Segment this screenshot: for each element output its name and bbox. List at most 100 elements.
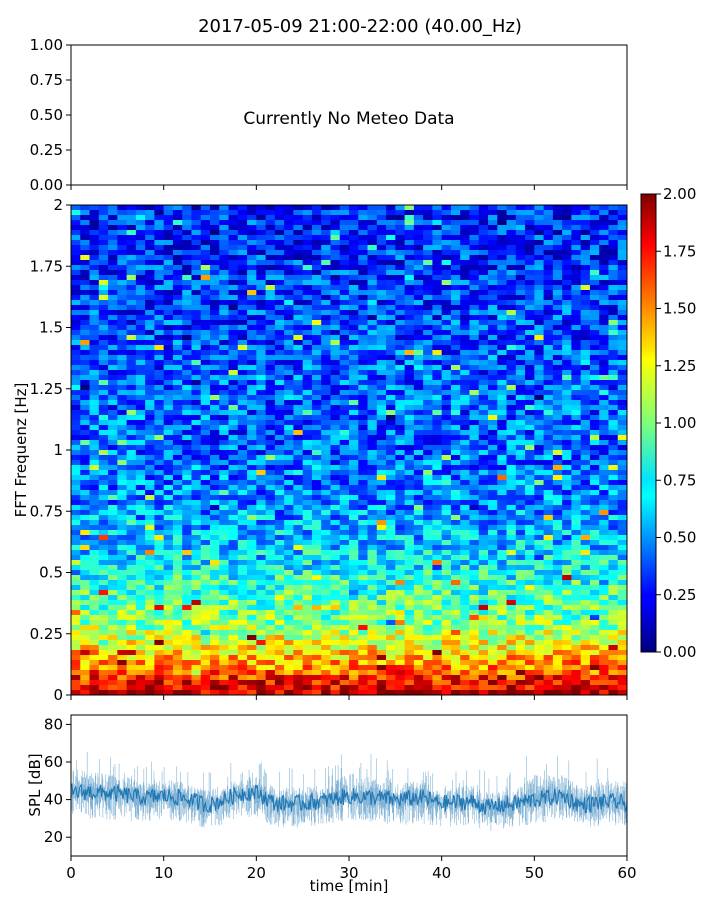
spectrogram-cell <box>589 310 600 316</box>
spectrogram-cell <box>172 415 183 421</box>
spectrogram-cell <box>293 485 304 491</box>
spectrogram-cell <box>80 470 90 476</box>
spectrogram-cell <box>432 380 443 386</box>
spectrogram-cell <box>163 445 174 451</box>
spectrogram-cell <box>367 255 378 261</box>
spectrogram-cell <box>265 420 276 426</box>
spectrogram-cell <box>488 295 498 301</box>
spectrogram-cell <box>552 310 563 316</box>
spectrogram-cell <box>358 605 368 611</box>
spectrogram-cell <box>617 585 628 591</box>
spectrogram-cell <box>330 595 341 601</box>
spectrogram-cell <box>200 215 211 221</box>
spectrogram-cell <box>117 405 127 411</box>
spectrogram-cell <box>293 590 304 596</box>
spectrogram-cell <box>145 530 155 536</box>
spectrogram-cell <box>135 245 146 251</box>
spectrogram-cell <box>256 395 266 401</box>
spectrogram-cell <box>460 575 470 581</box>
spectrogram-cell <box>135 515 146 521</box>
spectrogram-cell <box>580 505 591 511</box>
spectrogram-cell <box>534 310 544 316</box>
spectrogram-cell <box>191 555 202 561</box>
spectrogram-cell <box>321 460 331 466</box>
spectrogram-cell <box>126 365 137 371</box>
spectrogram-cell <box>135 430 146 436</box>
spectrogram-cell <box>210 455 220 461</box>
spectrogram-cell <box>525 210 535 216</box>
spectrogram-cell <box>617 260 628 266</box>
spectrogram-cell <box>219 535 229 541</box>
spectrogram-cell <box>497 525 507 531</box>
spectrogram-cell <box>441 260 452 266</box>
spectrogram-cell <box>265 335 276 341</box>
spectrogram-cell <box>80 455 90 461</box>
spectrogram-cell <box>126 595 137 601</box>
spectrogram-cell <box>543 570 554 576</box>
spectrogram-cell <box>126 245 137 251</box>
spectrogram-cell <box>450 310 461 316</box>
spectrogram-cell <box>441 550 452 556</box>
spectrogram-cell <box>441 275 452 281</box>
spectrogram-cell <box>423 330 433 336</box>
spectrogram-cell <box>589 425 600 431</box>
spectrogram-cell <box>163 520 174 526</box>
spectrogram-cell <box>182 430 192 436</box>
spectrogram-cell <box>441 220 452 226</box>
spectrogram-cell <box>386 515 396 521</box>
spectrogram-cell <box>543 435 554 441</box>
spectrogram-cell <box>265 575 276 581</box>
spectrogram-cell <box>256 475 266 481</box>
spectrogram-cell <box>552 245 563 251</box>
spectrogram-cell <box>163 230 174 236</box>
spectrogram-cell <box>293 280 304 286</box>
spectrogram-cell <box>349 540 359 546</box>
spectrogram-cell <box>349 565 359 571</box>
spectrogram-cell <box>515 415 526 421</box>
spectrogram-cell <box>358 580 368 586</box>
spectrogram-cell <box>247 525 257 531</box>
meteo-y-tick-label: 1.00 <box>30 36 63 54</box>
spectrogram-cell <box>349 445 359 451</box>
spectrogram-cell <box>608 280 619 286</box>
spectrogram-cell <box>413 560 424 566</box>
spectrogram-cell <box>478 300 489 306</box>
spectrogram-cell <box>599 325 609 331</box>
spectrogram-cell <box>413 475 424 481</box>
spectrogram-cell <box>256 450 266 456</box>
spectrogram-cell <box>321 255 331 261</box>
spectrogram-cell <box>580 210 591 216</box>
spectrogram-cell <box>543 470 554 476</box>
spectrogram-cell <box>237 590 248 596</box>
spectrogram-cell <box>182 395 192 401</box>
spectrogram-cell <box>219 570 229 576</box>
spectrogram-cell <box>506 610 517 616</box>
spectrogram-cell <box>219 610 229 616</box>
spectrogram-cell <box>358 510 368 516</box>
spectrogram-cell <box>525 510 535 516</box>
spectrogram-cell <box>534 555 544 561</box>
spectrogram-cell <box>413 590 424 596</box>
spectrogram-cell <box>284 315 294 321</box>
spectrogram-cell <box>423 485 433 491</box>
spectrogram-cell <box>423 500 433 506</box>
spectrogram-cell <box>256 275 266 281</box>
spectrogram-cell <box>321 345 331 351</box>
spectrogram-cell <box>145 285 155 291</box>
spectrogram-cell <box>571 505 582 511</box>
spectrogram-cell <box>580 350 591 356</box>
spectrogram-cell <box>274 560 285 566</box>
spectrogram-cell <box>154 235 165 241</box>
spectrogram-cell <box>330 330 341 336</box>
spectrogram-cell <box>506 430 517 436</box>
spectrogram-cell <box>154 380 165 386</box>
spectrogram-cell <box>182 495 192 501</box>
spectrogram-cell <box>321 285 331 291</box>
spectrogram-cell <box>89 290 100 296</box>
spectrogram-cell <box>163 380 174 386</box>
spectrogram-cell <box>228 365 239 371</box>
spectrogram-cell <box>589 585 600 591</box>
spectrogram-cell <box>413 305 424 311</box>
spectrogram-cell <box>450 205 461 211</box>
spectrogram-cell <box>219 235 229 241</box>
